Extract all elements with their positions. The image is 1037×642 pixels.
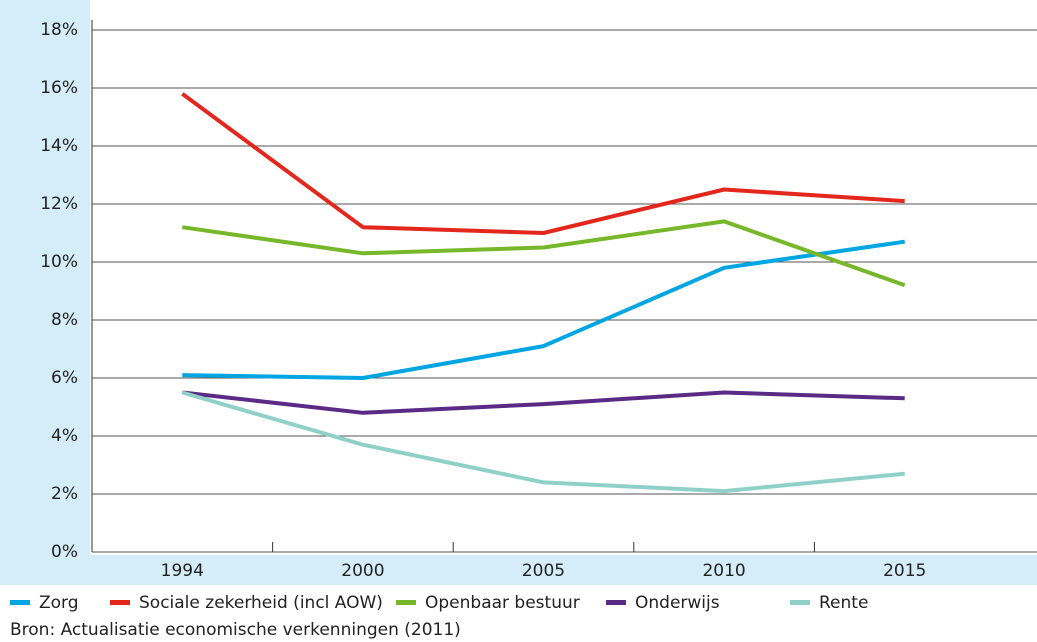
- y-tick-label: 18%: [40, 20, 78, 40]
- y-tick-label: 12%: [40, 194, 78, 214]
- x-band: [0, 555, 1037, 585]
- y-tick-label: 6%: [51, 368, 78, 388]
- x-tick-label: 2010: [702, 561, 745, 581]
- legend-label: Sociale zekerheid (incl AOW): [139, 593, 383, 613]
- legend-label: Openbaar bestuur: [425, 593, 580, 613]
- y-tick-label: 14%: [40, 136, 78, 156]
- legend-swatch: [10, 600, 30, 605]
- y-tick-label: 2%: [51, 484, 78, 504]
- x-tick-label: 2005: [522, 561, 565, 581]
- series-line: [182, 239, 905, 380]
- series-line: [181, 92, 905, 235]
- y-tick-label: 16%: [40, 78, 78, 98]
- x-tick-label: 2000: [341, 561, 384, 581]
- y-tick-label: 10%: [40, 252, 78, 272]
- y-tick-label: 8%: [51, 310, 78, 330]
- legend-label: Rente: [819, 593, 868, 613]
- legend-swatch: [606, 600, 626, 605]
- legend-swatch: [790, 600, 810, 605]
- y-tick-label: 4%: [51, 426, 78, 446]
- series-line: [182, 390, 905, 415]
- source: Bron: Actualisatie economische verkennin…: [10, 620, 461, 640]
- y-band: [0, 0, 90, 585]
- series-line: [181, 390, 905, 494]
- legend-swatch: [396, 600, 416, 605]
- legend-label: Zorg: [39, 593, 79, 613]
- y-tick-label: 0%: [51, 542, 78, 562]
- legend-swatch: [110, 600, 130, 605]
- x-tick-label: 2015: [883, 561, 926, 581]
- legend-label: Onderwijs: [635, 593, 720, 613]
- series-line: [182, 219, 906, 288]
- x-tick-label: 1994: [161, 561, 204, 581]
